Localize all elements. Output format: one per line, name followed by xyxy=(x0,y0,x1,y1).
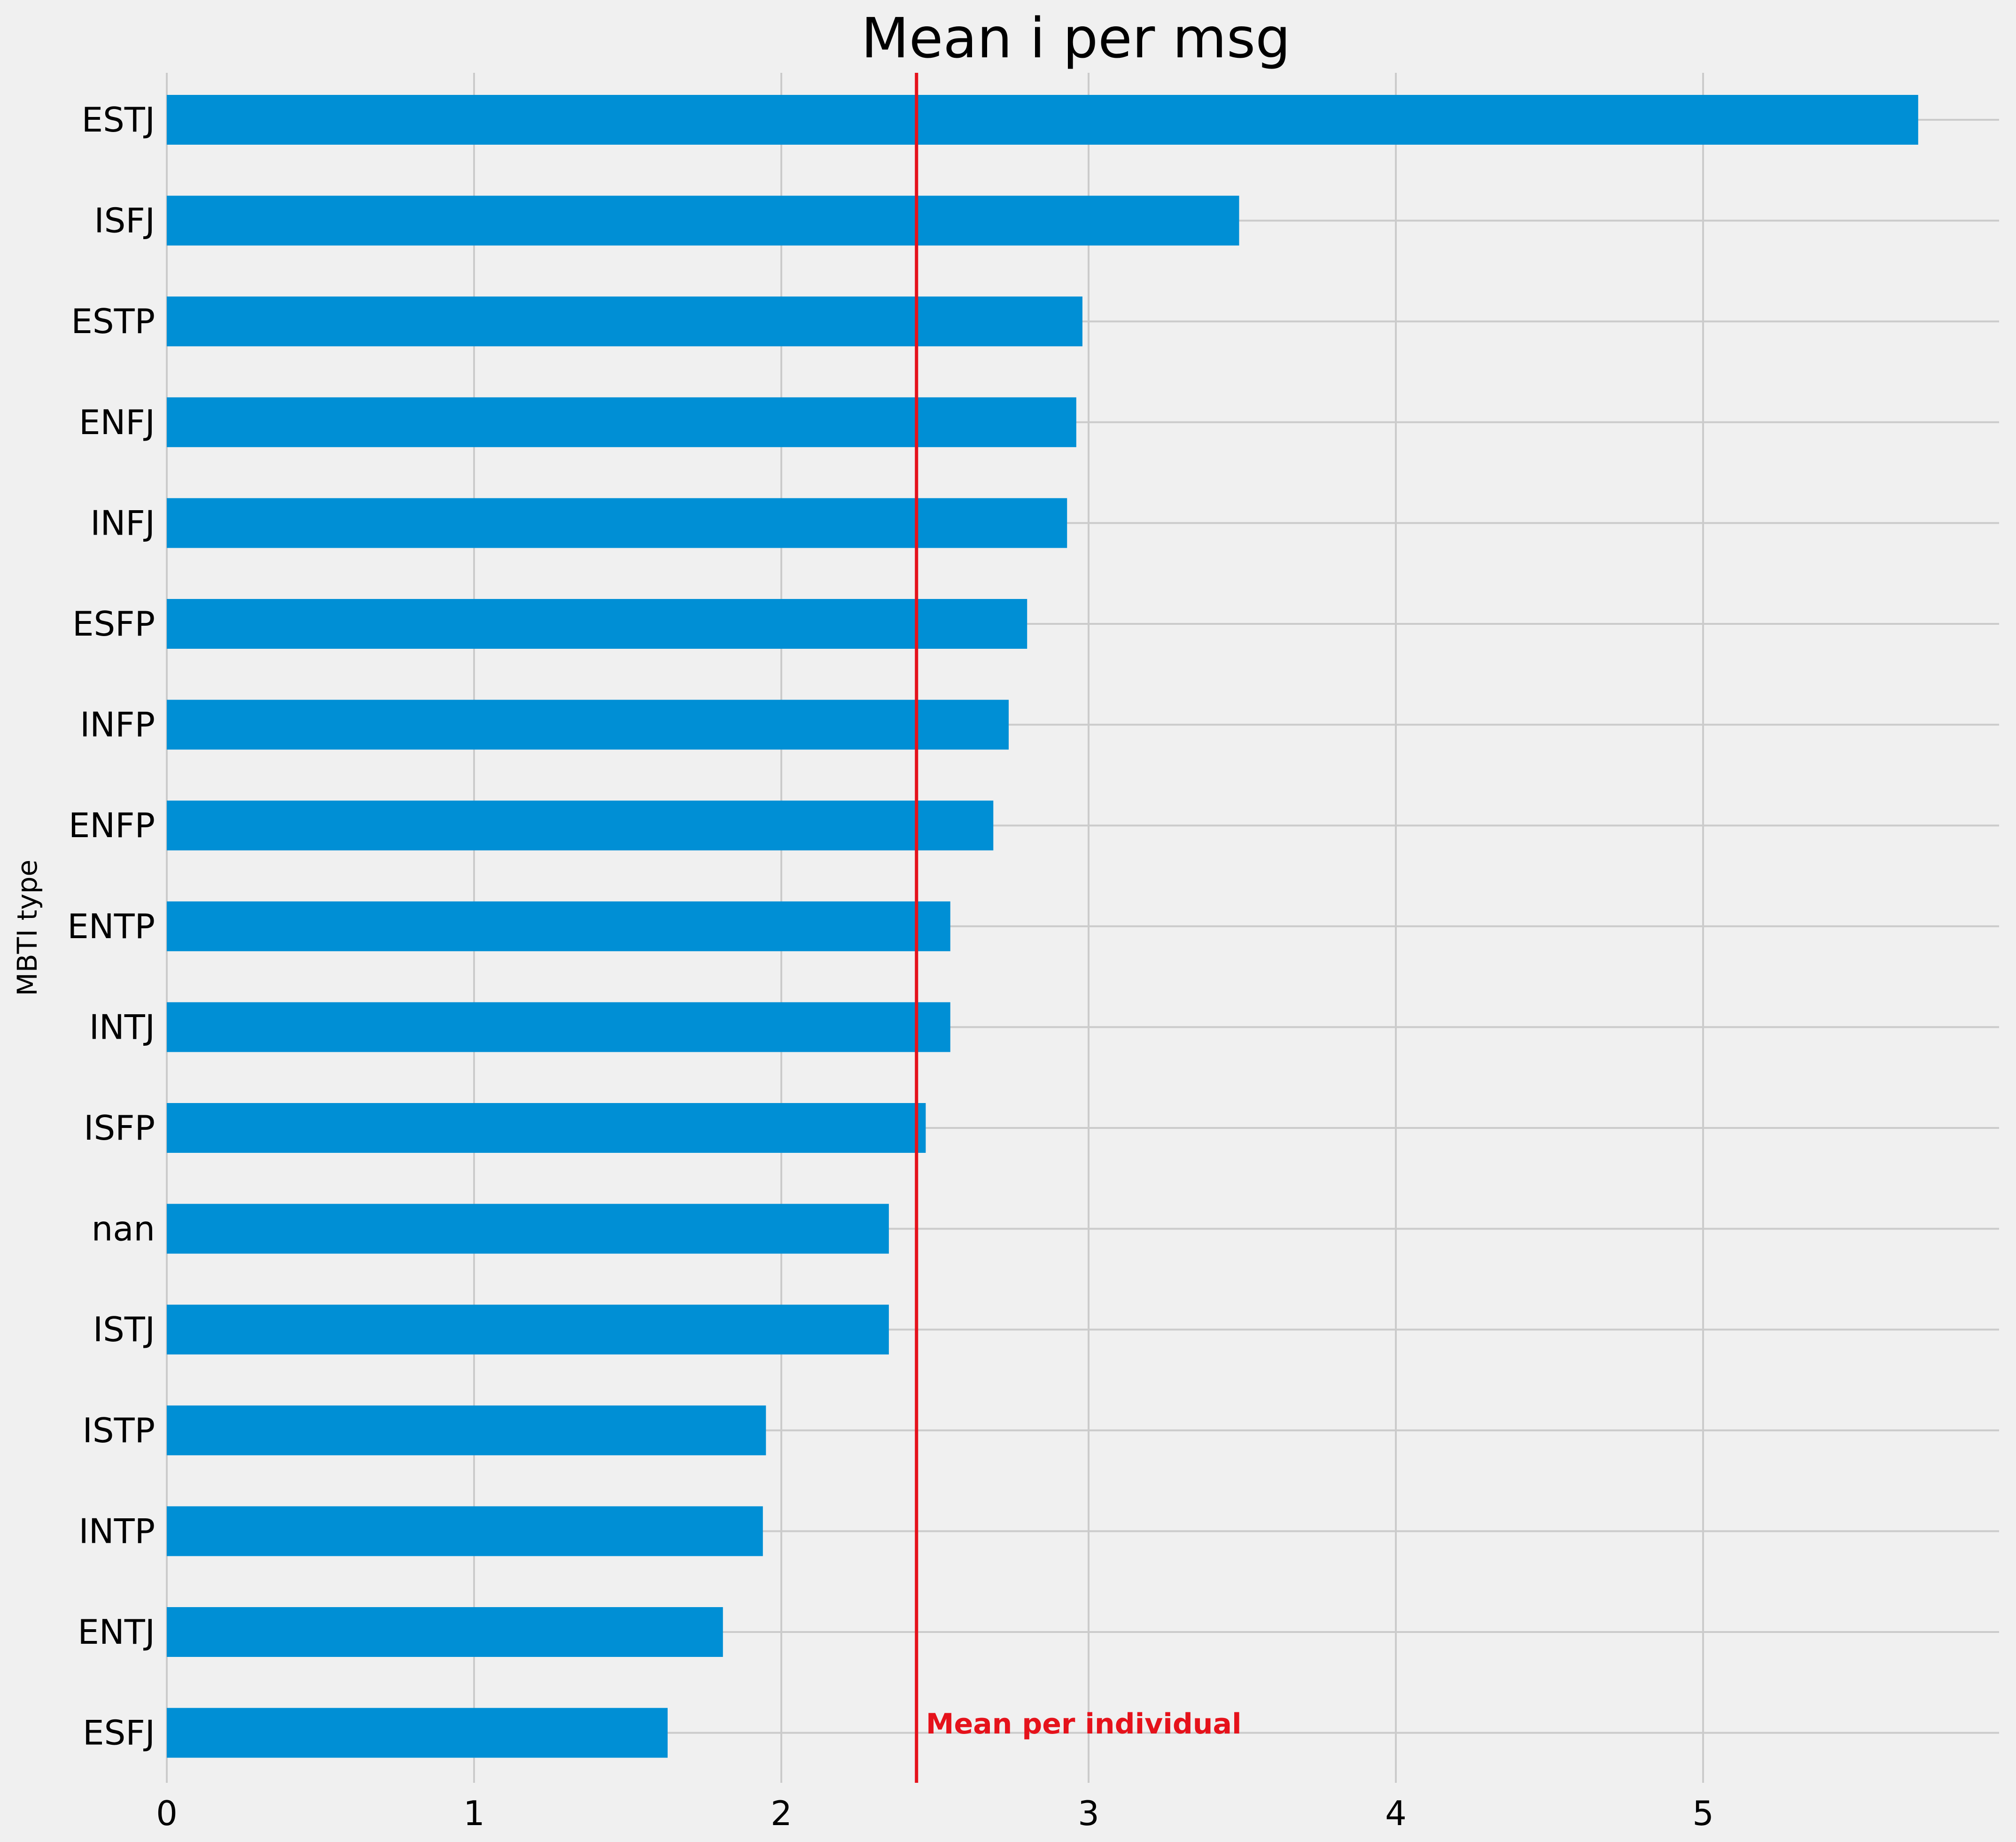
y-tick-label: INTJ xyxy=(89,1007,155,1047)
y-tick-labels: ESTJ ISFJ ESTP ENFJ INFJ ESFP INFP ENFP ENTP INTJ… xyxy=(67,100,155,1753)
bar-infp xyxy=(167,699,1009,750)
y-tick-label: INFP xyxy=(80,705,155,745)
chart-title: Mean i per msg xyxy=(861,6,1291,70)
bars xyxy=(167,95,1918,1758)
bar-infj xyxy=(167,498,1067,548)
y-tick-label: INTP xyxy=(79,1511,156,1551)
y-axis-label: MBTI type xyxy=(11,860,43,996)
bar-isfj xyxy=(167,195,1239,246)
x-tick-label: 3 xyxy=(1078,1794,1099,1833)
bar-enfj xyxy=(167,397,1076,447)
y-tick-label: ENTJ xyxy=(78,1612,155,1652)
bar-isfp xyxy=(167,1103,926,1153)
bar-esfp xyxy=(167,599,1027,649)
y-tick-label: nan xyxy=(92,1209,155,1249)
y-tick-label: ENFJ xyxy=(79,403,155,442)
bar-intj xyxy=(167,1002,950,1052)
mean-annotation: Mean per individual xyxy=(926,1708,1242,1741)
y-tick-label: ISFP xyxy=(84,1108,155,1148)
y-tick-label: ESFJ xyxy=(83,1713,155,1753)
y-tick-label: ISTP xyxy=(83,1411,155,1450)
bar-intp xyxy=(167,1506,763,1556)
bar-entj xyxy=(167,1607,723,1657)
x-tick-label: 2 xyxy=(771,1794,792,1833)
y-tick-label: ESTJ xyxy=(82,100,155,140)
bar-istj xyxy=(167,1305,889,1355)
bar-istp xyxy=(167,1405,766,1455)
bar-enfp xyxy=(167,801,994,851)
bar-entp xyxy=(167,901,950,951)
x-tick-label: 5 xyxy=(1692,1794,1714,1833)
y-tick-label: ESTP xyxy=(71,302,155,341)
y-tick-label: ISTJ xyxy=(93,1310,155,1349)
bar-esfj xyxy=(167,1708,668,1758)
y-tick-label: ENFP xyxy=(69,806,155,845)
x-tick-labels: 0 1 2 3 4 5 xyxy=(156,1794,1714,1833)
bar-nan xyxy=(167,1204,889,1254)
x-tick-label: 0 xyxy=(156,1794,178,1833)
reference-line-group: Mean per individual xyxy=(915,73,1242,1783)
bar-estp xyxy=(167,296,1082,347)
y-tick-label: ISFJ xyxy=(94,201,155,241)
y-tick-label: ESFP xyxy=(72,604,155,644)
x-tick-label: 4 xyxy=(1385,1794,1407,1833)
y-tick-label: ENTP xyxy=(67,907,155,946)
x-tick-label: 1 xyxy=(463,1794,485,1833)
bar-estj xyxy=(167,95,1918,145)
y-tick-label: INFJ xyxy=(90,503,155,543)
